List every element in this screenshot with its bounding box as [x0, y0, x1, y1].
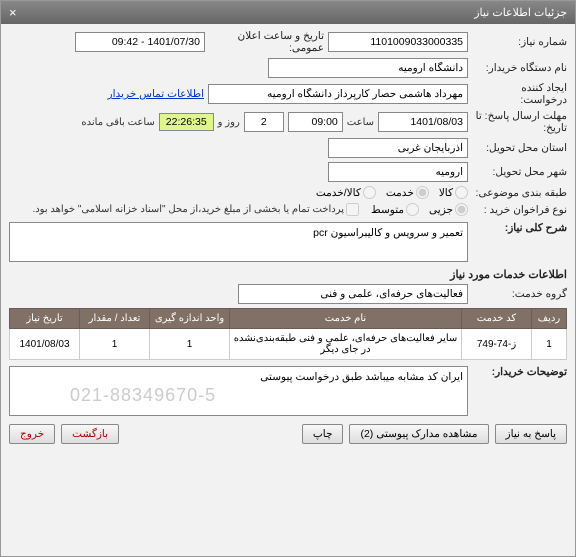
type-radio-group: جزیی متوسط — [371, 203, 468, 216]
back-button[interactable]: بازگشت — [61, 424, 119, 444]
exit-button[interactable]: خروج — [9, 424, 55, 444]
watermark: 021-88349670-5 — [70, 385, 216, 406]
close-icon[interactable]: × — [9, 5, 17, 20]
col-name: نام خدمت — [230, 309, 462, 329]
contact-link[interactable]: اطلاعات تماس خریدار — [108, 88, 204, 100]
province-label: استان محل تحویل: — [472, 142, 567, 154]
deadline-label: مهلت ارسال پاسخ: تا تاریخ: — [472, 110, 567, 134]
radio-service-input — [416, 186, 429, 199]
buyer-label: نام دستگاه خریدار: — [472, 62, 567, 74]
radio-medium-input — [406, 203, 419, 216]
notes-text: ایران کد مشابه میباشد طبق درخواست پیوستی — [260, 371, 463, 383]
content-area: شماره نیاز: تاریخ و ساعت اعلان عمومی: نا… — [1, 24, 575, 450]
announce-label: تاریخ و ساعت اعلان عمومی: — [209, 30, 324, 54]
days-field — [244, 112, 284, 132]
services-header: اطلاعات خدمات مورد نیاز — [9, 268, 567, 281]
notes-box: ایران کد مشابه میباشد طبق درخواست پیوستی… — [9, 366, 468, 416]
payment-checkbox — [346, 203, 359, 216]
need-desc-text: تعمیر و سرویس و کالیبراسیون pcr — [313, 227, 463, 239]
province-field — [328, 138, 468, 158]
col-unit: واحد اندازه گیری — [150, 309, 230, 329]
radio-both-input — [363, 186, 376, 199]
radio-small[interactable]: جزیی — [429, 203, 468, 216]
radio-goods[interactable]: کالا — [439, 186, 468, 199]
time-label: ساعت — [347, 117, 374, 128]
cell-unit: 1 — [150, 329, 230, 360]
deadline-date — [378, 112, 468, 132]
countdown: 22:26:35 — [159, 113, 214, 131]
deadline-time — [288, 112, 343, 132]
requester-label: ایجاد کننده درخواست: — [472, 82, 567, 106]
notes-label: توضیحات خریدار: — [472, 366, 567, 378]
cell-name: سایر فعالیت‌های حرفه‌ای، علمی و فنی طبقه… — [230, 329, 462, 360]
cell-date: 1401/08/03 — [10, 329, 80, 360]
table-row[interactable]: 1 ز-74-749 سایر فعالیت‌های حرفه‌ای، علمی… — [10, 329, 567, 360]
need-no-label: شماره نیاز: — [472, 36, 567, 48]
announce-field — [75, 32, 205, 52]
purchase-type-label: نوع فراخوان خرید : — [472, 204, 567, 216]
window-title: جزئیات اطلاعات نیاز — [474, 6, 567, 19]
radio-goods-input — [455, 186, 468, 199]
radio-service[interactable]: خدمت — [386, 186, 429, 199]
need-desc-label: شرح کلی نیاز: — [472, 222, 567, 234]
need-desc-box: تعمیر و سرویس و کالیبراسیون pcr — [9, 222, 468, 262]
col-row: ردیف — [532, 309, 567, 329]
respond-button[interactable]: پاسخ به نیاز — [495, 424, 567, 444]
need-no-field — [328, 32, 468, 52]
requester-field — [208, 84, 468, 104]
radio-both[interactable]: کالا/خدمت — [316, 186, 376, 199]
days-label: روز و — [218, 117, 240, 128]
cell-row: 1 — [532, 329, 567, 360]
col-code: کد خدمت — [462, 309, 532, 329]
radio-medium[interactable]: متوسط — [371, 203, 419, 216]
remain-label: ساعت باقی مانده — [81, 117, 154, 128]
category-radio-group: کالا خدمت کالا/خدمت — [316, 186, 468, 199]
service-group-label: گروه خدمت: — [472, 288, 567, 300]
services-table: ردیف کد خدمت نام خدمت واحد اندازه گیری ت… — [9, 308, 567, 360]
category-label: طبقه بندی موضوعی: — [472, 187, 567, 199]
payment-check[interactable]: پرداخت تمام یا بخشی از مبلغ خرید،از محل … — [32, 203, 359, 216]
window: جزئیات اطلاعات نیاز × شماره نیاز: تاریخ … — [0, 0, 576, 557]
view-docs-button[interactable]: مشاهده مدارک پیوستی (2) — [349, 424, 488, 444]
service-group-field — [238, 284, 468, 304]
col-date: تاریخ نیاز — [10, 309, 80, 329]
title-bar: جزئیات اطلاعات نیاز × — [1, 1, 575, 24]
buyer-field — [268, 58, 468, 78]
button-row: پاسخ به نیاز مشاهده مدارک پیوستی (2) چاپ… — [9, 424, 567, 444]
city-field — [328, 162, 468, 182]
radio-small-input — [455, 203, 468, 216]
print-button[interactable]: چاپ — [302, 424, 344, 444]
col-qty: تعداد / مقدار — [80, 309, 150, 329]
table-header-row: ردیف کد خدمت نام خدمت واحد اندازه گیری ت… — [10, 309, 567, 329]
city-label: شهر محل تحویل: — [472, 166, 567, 178]
cell-qty: 1 — [80, 329, 150, 360]
cell-code: ز-74-749 — [462, 329, 532, 360]
